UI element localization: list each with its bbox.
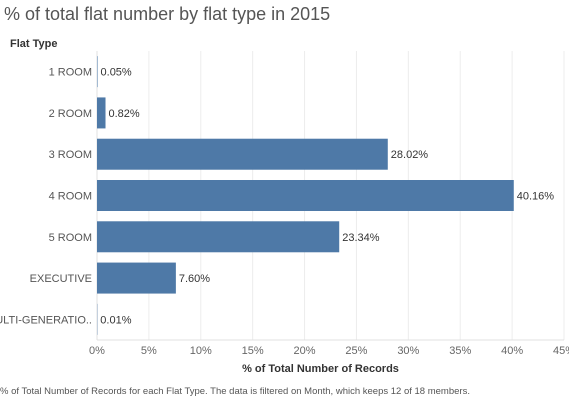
- data-label: 7.60%: [179, 273, 210, 285]
- data-label: 0.01%: [100, 314, 131, 326]
- labels: 0% 5% 10% 15% 20% 25% 30% 35% 40% 45% Flat Type 1 R…: [0, 38, 569, 375]
- category-label: 5 ROOM: [49, 232, 92, 244]
- x-tick-label: 10%: [190, 345, 212, 357]
- x-tick-label: 0%: [89, 345, 105, 357]
- category-label: EXECUTIVE: [30, 273, 92, 285]
- bar: [97, 138, 388, 170]
- data-label: 0.05%: [101, 67, 132, 79]
- x-axis-title: % of Total Number of Records: [242, 363, 399, 375]
- bar: [97, 180, 514, 211]
- x-tick-label: 35%: [449, 345, 471, 357]
- category-label: 4 ROOM: [49, 191, 92, 203]
- data-label: 28.02%: [391, 149, 429, 161]
- data-label: 40.16%: [517, 191, 555, 203]
- chart-title: % of total flat number by flat type in 2…: [4, 4, 331, 24]
- bar: [97, 97, 106, 129]
- x-tick-label: 20%: [294, 345, 316, 357]
- category-label: 2 ROOM: [49, 108, 92, 120]
- chart-footnote: % of Total Number of Records for each Fl…: [0, 386, 470, 397]
- row-header: Flat Type: [10, 38, 57, 50]
- bar: [97, 262, 176, 294]
- category-label: 3 ROOM: [49, 149, 92, 161]
- x-tick-label: 15%: [242, 345, 264, 357]
- bar: [97, 56, 98, 88]
- x-tick-label: 25%: [345, 345, 367, 357]
- data-label: 0.82%: [109, 108, 140, 120]
- x-tick-label: 30%: [397, 345, 419, 357]
- x-tick-label: 5%: [141, 345, 157, 357]
- x-tick-label: 40%: [501, 345, 523, 357]
- bar: [97, 221, 340, 253]
- data-label: 23.34%: [342, 232, 380, 244]
- category-label: 1 ROOM: [49, 67, 92, 79]
- bars: [97, 56, 514, 335]
- x-tick-label: 45%: [553, 345, 569, 357]
- category-label: MULTI-GENERATIO..: [0, 314, 92, 326]
